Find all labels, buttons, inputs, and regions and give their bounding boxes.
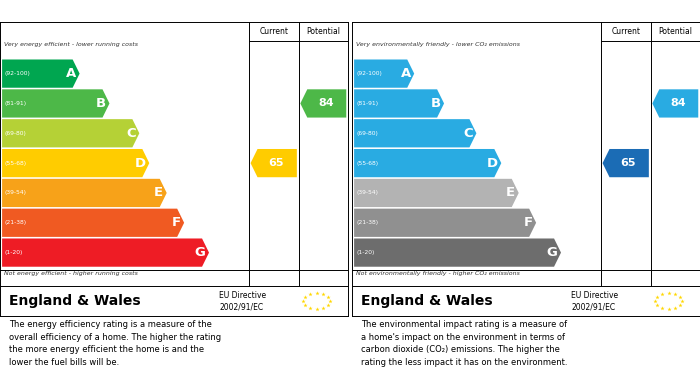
Text: 84: 84 bbox=[671, 99, 686, 108]
Polygon shape bbox=[354, 179, 519, 207]
Text: (1-20): (1-20) bbox=[5, 250, 23, 255]
Polygon shape bbox=[354, 89, 444, 118]
Text: Energy Efficiency Rating: Energy Efficiency Rating bbox=[5, 5, 168, 18]
Text: (39-54): (39-54) bbox=[5, 190, 27, 196]
Text: England & Wales: England & Wales bbox=[8, 294, 140, 308]
Polygon shape bbox=[2, 59, 80, 88]
Text: EU Directive
2002/91/EC: EU Directive 2002/91/EC bbox=[571, 291, 618, 311]
Text: 65: 65 bbox=[269, 158, 284, 168]
Text: Current: Current bbox=[259, 27, 288, 36]
Text: 84: 84 bbox=[318, 99, 334, 108]
Text: England & Wales: England & Wales bbox=[360, 294, 492, 308]
Text: A: A bbox=[400, 67, 411, 80]
Text: (39-54): (39-54) bbox=[357, 190, 379, 196]
Polygon shape bbox=[652, 89, 699, 118]
Text: C: C bbox=[463, 127, 473, 140]
Polygon shape bbox=[603, 149, 649, 177]
Polygon shape bbox=[2, 209, 184, 237]
Text: G: G bbox=[547, 246, 557, 259]
Text: 65: 65 bbox=[621, 158, 636, 168]
Text: (81-91): (81-91) bbox=[357, 101, 379, 106]
Polygon shape bbox=[354, 149, 501, 177]
Text: B: B bbox=[430, 97, 440, 110]
Polygon shape bbox=[2, 119, 139, 147]
Text: B: B bbox=[96, 97, 106, 110]
Text: (55-68): (55-68) bbox=[357, 161, 379, 166]
Text: Very environmentally friendly - lower CO₂ emissions: Very environmentally friendly - lower CO… bbox=[356, 42, 520, 47]
Text: The energy efficiency rating is a measure of the
overall efficiency of a home. T: The energy efficiency rating is a measur… bbox=[8, 320, 220, 367]
Text: E: E bbox=[154, 187, 163, 199]
Text: (92-100): (92-100) bbox=[357, 71, 383, 76]
Polygon shape bbox=[2, 149, 149, 177]
Polygon shape bbox=[2, 89, 109, 118]
Polygon shape bbox=[354, 209, 536, 237]
Text: Potential: Potential bbox=[307, 27, 340, 36]
Polygon shape bbox=[251, 149, 297, 177]
Text: E: E bbox=[506, 187, 515, 199]
Text: Very energy efficient - lower running costs: Very energy efficient - lower running co… bbox=[4, 42, 138, 47]
Text: (81-91): (81-91) bbox=[5, 101, 27, 106]
Text: F: F bbox=[524, 216, 533, 229]
Text: The environmental impact rating is a measure of
a home's impact on the environme: The environmental impact rating is a mea… bbox=[360, 320, 567, 367]
Polygon shape bbox=[354, 239, 561, 267]
Text: D: D bbox=[486, 157, 498, 170]
Polygon shape bbox=[2, 239, 209, 267]
Polygon shape bbox=[354, 59, 414, 88]
Polygon shape bbox=[354, 119, 477, 147]
Text: A: A bbox=[66, 67, 76, 80]
Text: F: F bbox=[172, 216, 181, 229]
Text: D: D bbox=[134, 157, 146, 170]
Text: Potential: Potential bbox=[658, 27, 692, 36]
Text: G: G bbox=[195, 246, 206, 259]
Text: Not environmentally friendly - higher CO₂ emissions: Not environmentally friendly - higher CO… bbox=[356, 271, 520, 276]
Text: (21-38): (21-38) bbox=[357, 220, 379, 225]
Polygon shape bbox=[2, 179, 167, 207]
Text: Current: Current bbox=[611, 27, 640, 36]
Text: Not energy efficient - higher running costs: Not energy efficient - higher running co… bbox=[4, 271, 138, 276]
Text: (21-38): (21-38) bbox=[5, 220, 27, 225]
Text: (69-80): (69-80) bbox=[5, 131, 27, 136]
Text: Environmental Impact (CO₂) Rating: Environmental Impact (CO₂) Rating bbox=[357, 5, 589, 18]
Text: (69-80): (69-80) bbox=[357, 131, 379, 136]
Text: EU Directive
2002/91/EC: EU Directive 2002/91/EC bbox=[219, 291, 267, 311]
Text: (55-68): (55-68) bbox=[5, 161, 27, 166]
Text: C: C bbox=[126, 127, 136, 140]
Polygon shape bbox=[300, 89, 346, 118]
Text: (92-100): (92-100) bbox=[5, 71, 31, 76]
Text: (1-20): (1-20) bbox=[357, 250, 375, 255]
